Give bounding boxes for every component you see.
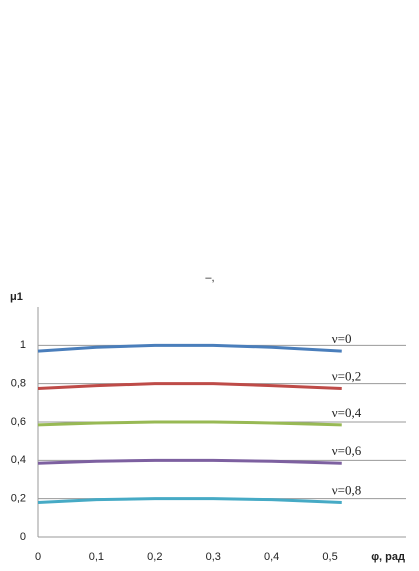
x-tick-label: 0,5 [322,551,337,563]
series-label: ν=0,8 [332,482,361,497]
y-tick-label: 0,6 [11,416,26,428]
x-tick-label: 0,3 [206,551,221,563]
y-tick-label: 1 [20,339,26,351]
series-label: ν=0,4 [332,405,362,420]
x-tick-label: 0,1 [89,551,104,563]
series-label: ν=0,2 [332,368,361,383]
series-line [37,497,342,504]
y-axis-label: μ1 [10,291,23,303]
series-label: ν=0 [332,331,352,346]
x-axis-label: φ, рад [371,551,405,563]
series-line [37,382,342,390]
x-tick-label: 0,4 [264,551,279,563]
y-tick-label: 0,4 [11,454,26,466]
x-tick-label: 0 [35,551,41,563]
x-tick-label: 0,2 [147,551,162,563]
caption: –, [205,272,214,284]
series-line [37,343,342,353]
y-tick-label: 0,8 [11,378,26,390]
y-tick-label: 0 [20,531,26,543]
y-tick-label: 0,2 [11,493,26,505]
series-label: ν=0,6 [332,443,362,458]
series-line [37,458,342,465]
series-line [37,420,342,427]
